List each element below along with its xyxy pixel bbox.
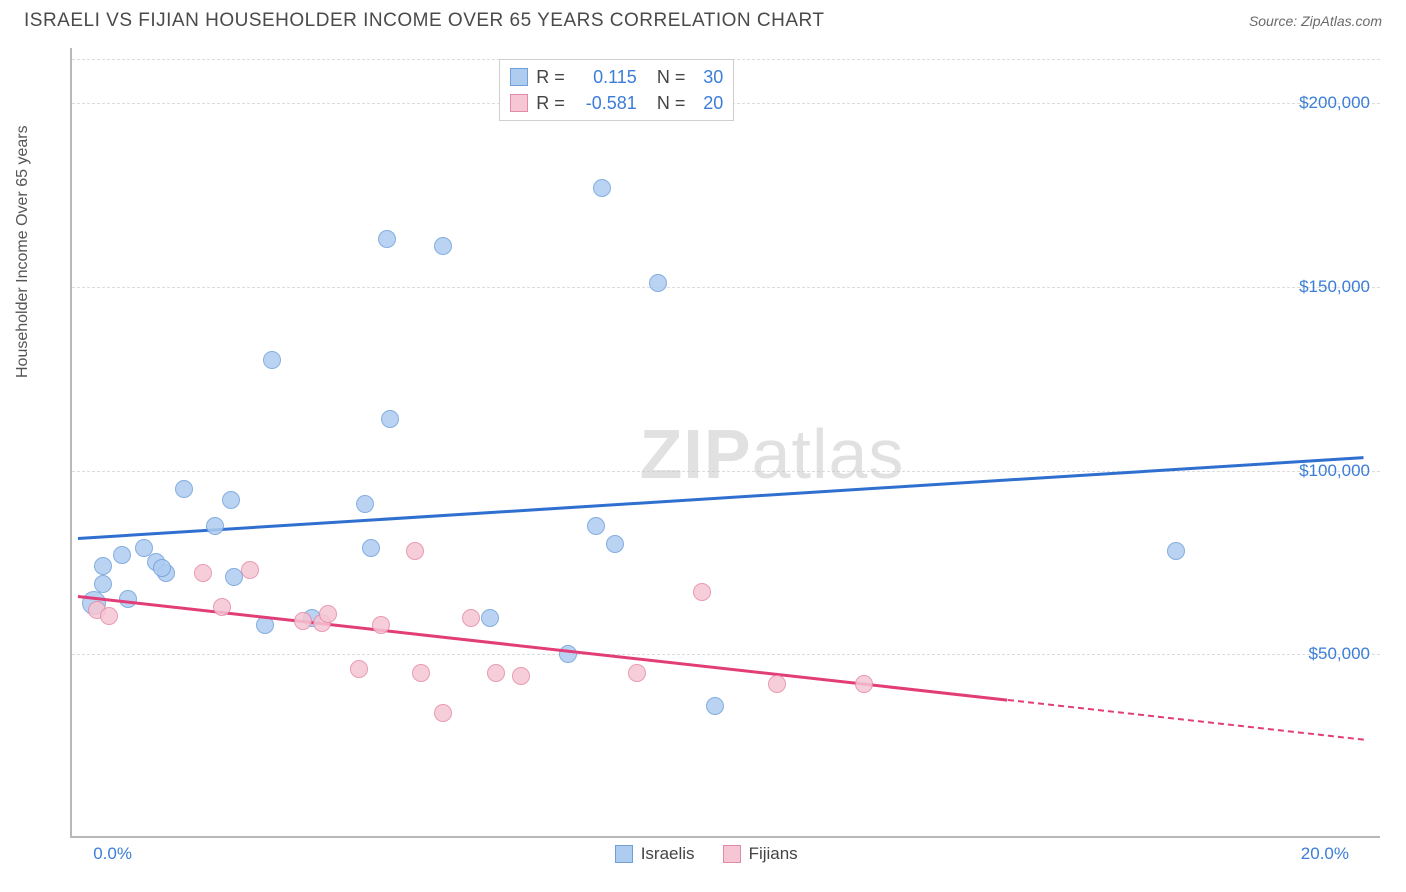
data-point (206, 517, 224, 535)
data-point (1167, 542, 1185, 560)
x-tick-label: 20.0% (1301, 844, 1349, 864)
y-tick-label: $50,000 (1309, 644, 1370, 664)
data-point (381, 410, 399, 428)
data-point (213, 598, 231, 616)
data-point (512, 667, 530, 685)
y-tick-label: $100,000 (1299, 461, 1370, 481)
stat-value-r: 0.115 (573, 67, 637, 88)
scatter-plot: $50,000$100,000$150,000$200,0000.0%20.0%… (70, 48, 1380, 838)
data-point (263, 351, 281, 369)
data-point (768, 675, 786, 693)
chart-title: ISRAELI VS FIJIAN HOUSEHOLDER INCOME OVE… (24, 10, 825, 32)
stats-legend: R = 0.115 N = 30 R = -0.581 N = 20 (499, 59, 734, 121)
stat-value-n: 30 (693, 67, 723, 88)
data-point (587, 517, 605, 535)
stat-value-r: -0.581 (573, 93, 637, 114)
data-point (175, 480, 193, 498)
data-point (356, 495, 374, 513)
stats-row: R = 0.115 N = 30 (510, 64, 723, 90)
data-point (378, 230, 396, 248)
gridline (72, 654, 1380, 655)
data-point (362, 539, 380, 557)
series-legend: Israelis Fijians (615, 844, 798, 864)
data-point (487, 664, 505, 682)
data-point (606, 535, 624, 553)
data-point (855, 675, 873, 693)
stat-label-r: R = (536, 67, 565, 88)
series-swatch (723, 845, 741, 863)
stat-label-r: R = (536, 93, 565, 114)
data-point (628, 664, 646, 682)
data-point (135, 539, 153, 557)
data-point (241, 561, 259, 579)
chart-header: ISRAELI VS FIJIAN HOUSEHOLDER INCOME OVE… (0, 0, 1406, 38)
data-point (153, 559, 171, 577)
data-point (706, 697, 724, 715)
legend-item: Fijians (723, 844, 798, 864)
data-point (319, 605, 337, 623)
data-point (693, 583, 711, 601)
x-tick-label: 0.0% (93, 844, 132, 864)
legend-label: Israelis (641, 844, 695, 864)
series-swatch (615, 845, 633, 863)
data-point (406, 542, 424, 560)
data-point (194, 564, 212, 582)
stats-row: R = -0.581 N = 20 (510, 90, 723, 116)
y-tick-label: $150,000 (1299, 277, 1370, 297)
legend-label: Fijians (749, 844, 798, 864)
stat-value-n: 20 (693, 93, 723, 114)
gridline (72, 287, 1380, 288)
series-swatch (510, 68, 528, 86)
data-point (294, 612, 312, 630)
series-swatch (510, 94, 528, 112)
data-point (434, 237, 452, 255)
data-point (350, 660, 368, 678)
trend-line (1008, 699, 1364, 741)
y-axis-label: Householder Income Over 65 years (14, 125, 32, 378)
data-point (94, 557, 112, 575)
data-point (222, 491, 240, 509)
data-point (372, 616, 390, 634)
stat-label-n: N = (657, 93, 686, 114)
watermark: ZIPatlas (640, 414, 905, 494)
data-point (100, 607, 118, 625)
y-tick-label: $200,000 (1299, 93, 1370, 113)
data-point (649, 274, 667, 292)
chart-source: Source: ZipAtlas.com (1249, 13, 1382, 29)
stat-label-n: N = (657, 67, 686, 88)
data-point (434, 704, 452, 722)
data-point (462, 609, 480, 627)
data-point (481, 609, 499, 627)
legend-item: Israelis (615, 844, 695, 864)
data-point (113, 546, 131, 564)
data-point (412, 664, 430, 682)
data-point (593, 179, 611, 197)
